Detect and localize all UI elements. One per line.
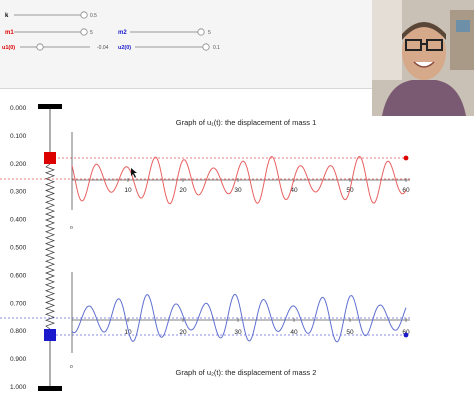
u1-current-point [403,155,409,161]
spring-mass-system [38,104,62,391]
slider-handle[interactable] [202,43,210,51]
slider-u1-initial[interactable]: u1(0) -0.04 [2,43,109,51]
graph-u1: Graph of u₁(t): the displacement of mass… [0,118,412,231]
ruler-tick-label: 0.800 [10,328,27,335]
u2-curve [71,293,407,343]
slider-value: 5 [90,30,93,36]
slider-handle[interactable] [36,43,44,51]
ruler-tick-label: 0.300 [10,189,27,196]
slider-value: 0.1 [213,45,220,51]
ruler-tick-label: 0.400 [10,217,27,224]
ruler-tick-label: 0.900 [10,356,27,363]
slider-label: m2 [118,30,127,36]
ruler-tick-label: 0.600 [10,272,27,279]
ruler-tick-label: 0.000 [10,105,27,112]
x-tick-label: 60 [402,187,410,194]
slider-label: k [5,13,9,19]
slider-handle[interactable] [197,28,205,36]
x-tick-label: 10 [124,329,132,336]
slider-label: u1(0) [2,45,15,51]
slider-value: 0.5 [90,13,97,19]
slider-k[interactable]: k 0.5 [5,11,97,19]
x-tick-label: 50 [346,329,354,336]
graph-u2: 10 20 30 40 50 60 o Graph of u₂(t): the displ… [0,272,412,377]
slider-m2[interactable]: m2 5 [118,28,211,36]
webcam-overlay [372,0,474,116]
x-tick-label: 40 [290,187,298,194]
ruler-tick-label: 0.100 [10,133,27,140]
slider-label: u2(0) [118,45,131,51]
bottom-wall [38,386,62,391]
slider-handle[interactable] [80,28,88,36]
mass-2[interactable] [44,329,56,341]
u1-curve [71,155,407,205]
spring-coil [44,163,56,330]
slider-m1[interactable]: m1 5 [5,28,93,36]
ruler-tick-label: 1.000 [10,384,27,391]
slider-value: 5 [208,30,211,36]
top-wall [38,104,62,109]
ruler-tick-label: 0.500 [10,245,27,252]
ruler-tick-label: 0.700 [10,300,27,307]
x-tick-label: 10 [124,187,132,194]
slider-handle[interactable] [80,11,88,19]
slider-label: m1 [5,30,14,36]
u2-current-point [403,332,409,338]
x-tick-label: 30 [234,187,242,194]
x-tick-label: 20 [179,187,187,194]
x-tick-label: 30 [234,329,242,336]
x-tick-label: 50 [346,187,354,194]
origin-label: o [70,225,73,231]
slider-value: -0.04 [97,45,109,51]
graph-title: Graph of u₁(t): the displacement of mass… [176,118,317,127]
slider-u2-initial[interactable]: u2(0) 0.1 [118,43,220,51]
x-tick-label: 40 [290,329,298,336]
ruler-tick-label: 0.200 [10,161,27,168]
mouse-cursor-icon [131,168,137,178]
x-tick-label: 60 [402,329,410,336]
presenter-video [372,0,474,116]
graph-title: Graph of u₂(t): the displacement of mass… [176,368,317,377]
position-ruler: 0.000 0.100 0.200 0.300 0.400 0.500 0.600 0.700… [10,105,27,391]
x-tick-label: 20 [179,329,187,336]
origin-label: o [70,364,73,370]
